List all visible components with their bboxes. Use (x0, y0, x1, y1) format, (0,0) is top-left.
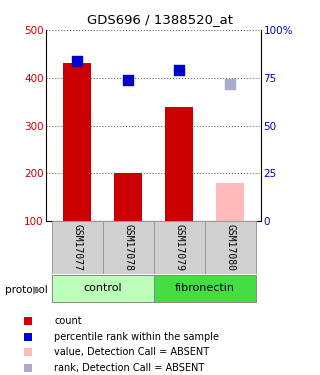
Text: percentile rank within the sample: percentile rank within the sample (54, 332, 220, 342)
Text: value, Detection Call = ABSENT: value, Detection Call = ABSENT (54, 347, 210, 357)
Bar (102, 221, 154, 274)
Text: protocol: protocol (5, 285, 48, 295)
Point (177, 67, 182, 73)
Text: control: control (83, 283, 122, 293)
Bar (154, 275, 256, 302)
Bar (154, 221, 205, 274)
Bar (63, 63, 91, 221)
Text: count: count (54, 316, 82, 326)
Text: fibronectin: fibronectin (175, 283, 235, 293)
Point (25, 349, 30, 355)
Point (125, 77, 131, 83)
Point (25, 333, 30, 339)
Text: GSM17079: GSM17079 (174, 224, 184, 271)
Text: GDS696 / 1388520_at: GDS696 / 1388520_at (87, 13, 233, 26)
Bar (52, 275, 154, 302)
Text: GSM17077: GSM17077 (72, 224, 82, 271)
Bar (216, 183, 244, 221)
Text: GSM17080: GSM17080 (225, 224, 235, 271)
Point (75, 58, 80, 64)
Point (228, 81, 233, 87)
Bar (205, 221, 256, 274)
Text: rank, Detection Call = ABSENT: rank, Detection Call = ABSENT (54, 363, 205, 373)
Point (25, 318, 30, 324)
Bar (114, 173, 142, 221)
Text: GSM17078: GSM17078 (123, 224, 133, 271)
Text: ▶: ▶ (33, 285, 41, 295)
Bar (52, 221, 102, 274)
Point (25, 364, 30, 370)
Bar (165, 106, 193, 221)
